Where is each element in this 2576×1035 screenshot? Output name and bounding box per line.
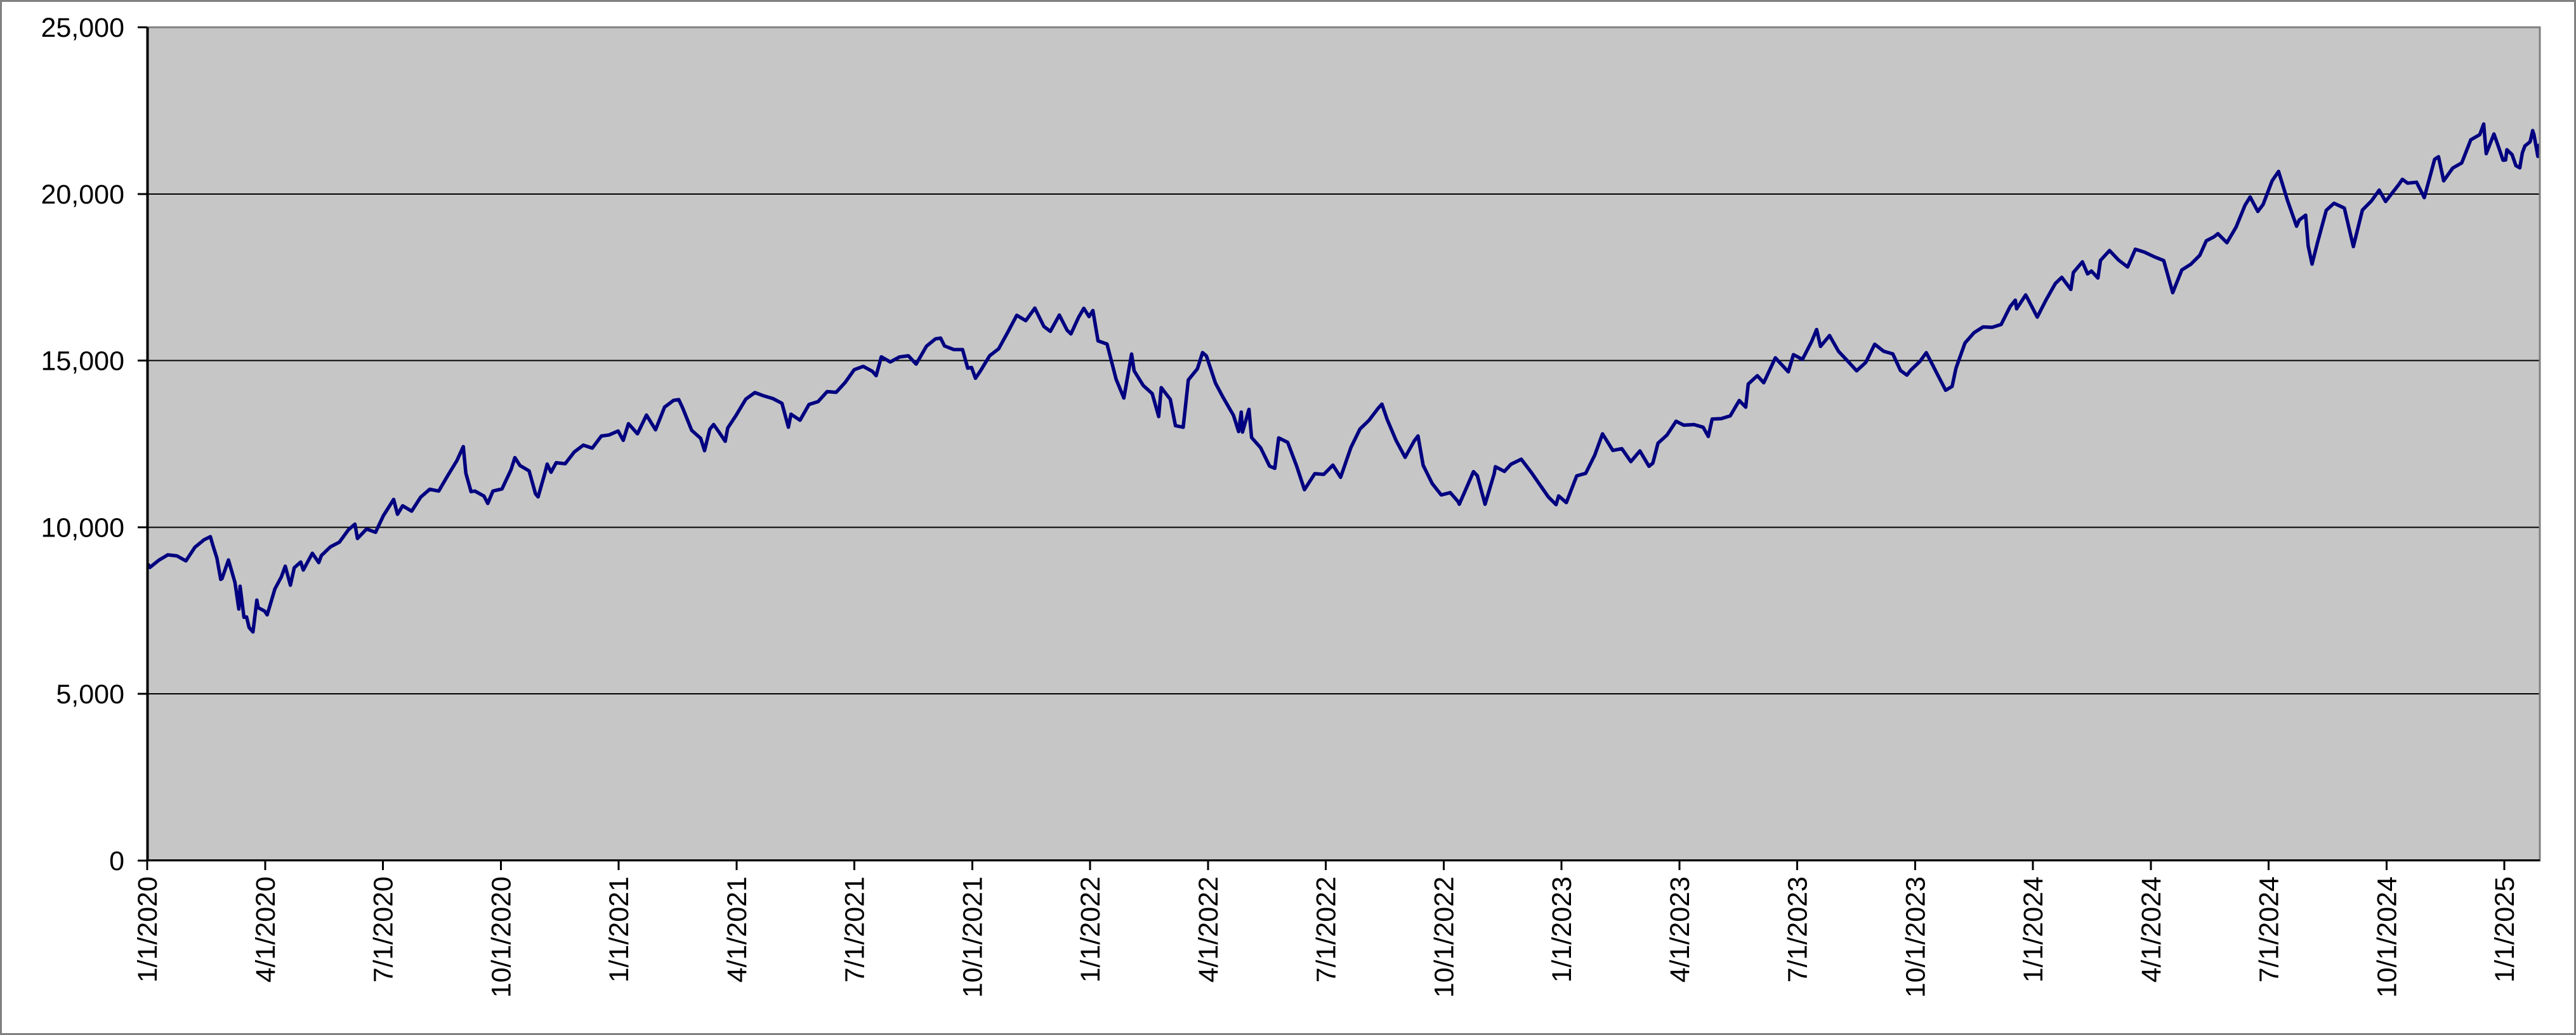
x-axis-tick-label: 7/1/2022	[1311, 876, 1342, 982]
x-axis-tick-label: 4/1/2020	[251, 876, 281, 982]
y-axis-tick-label: 15,000	[41, 346, 124, 377]
plot-background-layer	[147, 27, 2540, 861]
x-axis-tick-label: 4/1/2024	[2136, 876, 2167, 982]
x-axis-tick-label: 1/1/2024	[2018, 876, 2049, 982]
x-axis-tick-label: 10/1/2020	[486, 876, 516, 998]
x-axis-tick-label: 10/1/2024	[2372, 876, 2402, 998]
y-axis-tick-label: 20,000	[41, 179, 124, 210]
x-axis-tick-label: 1/1/2025	[2490, 876, 2520, 982]
price-line-series	[147, 122, 2540, 634]
x-axis-tick-label: 7/1/2021	[840, 876, 871, 982]
plot-area	[147, 27, 2540, 861]
x-axis-tick-label: 10/1/2023	[1900, 876, 1931, 998]
series-layer	[147, 122, 2540, 634]
y-axis-tick-label: 5,000	[56, 679, 124, 710]
x-axis-tick-label: 1/1/2023	[1547, 876, 1577, 982]
x-axis-tick-label: 1/1/2021	[604, 876, 634, 982]
x-axis-tick-label: 10/1/2021	[957, 876, 988, 998]
x-axis-tick-label: 7/1/2020	[369, 876, 399, 982]
x-axis-tick-label: 7/1/2023	[1783, 876, 1813, 982]
y-axis-tick-label: 10,000	[41, 512, 124, 543]
x-axis-tick-label: 4/1/2023	[1665, 876, 1695, 982]
tick-label-layer: 0 5,000 10,000 15,000 20,000 25,000 1/1/2020 4/…	[41, 13, 2520, 998]
x-axis-tick-label: 4/1/2022	[1193, 876, 1224, 982]
x-axis-tick-label: 10/1/2022	[1429, 876, 1459, 998]
x-axis-tick-label: 4/1/2021	[722, 876, 752, 982]
y-axis-tick-label: 25,000	[41, 13, 124, 43]
x-axis-tick-label: 7/1/2024	[2254, 876, 2285, 982]
y-axis-tick-label: 0	[109, 846, 124, 876]
gridline-layer	[147, 193, 2540, 695]
x-axis-tick-label: 1/1/2020	[133, 876, 163, 982]
x-axis-tick-label: 1/1/2022	[1075, 876, 1106, 982]
